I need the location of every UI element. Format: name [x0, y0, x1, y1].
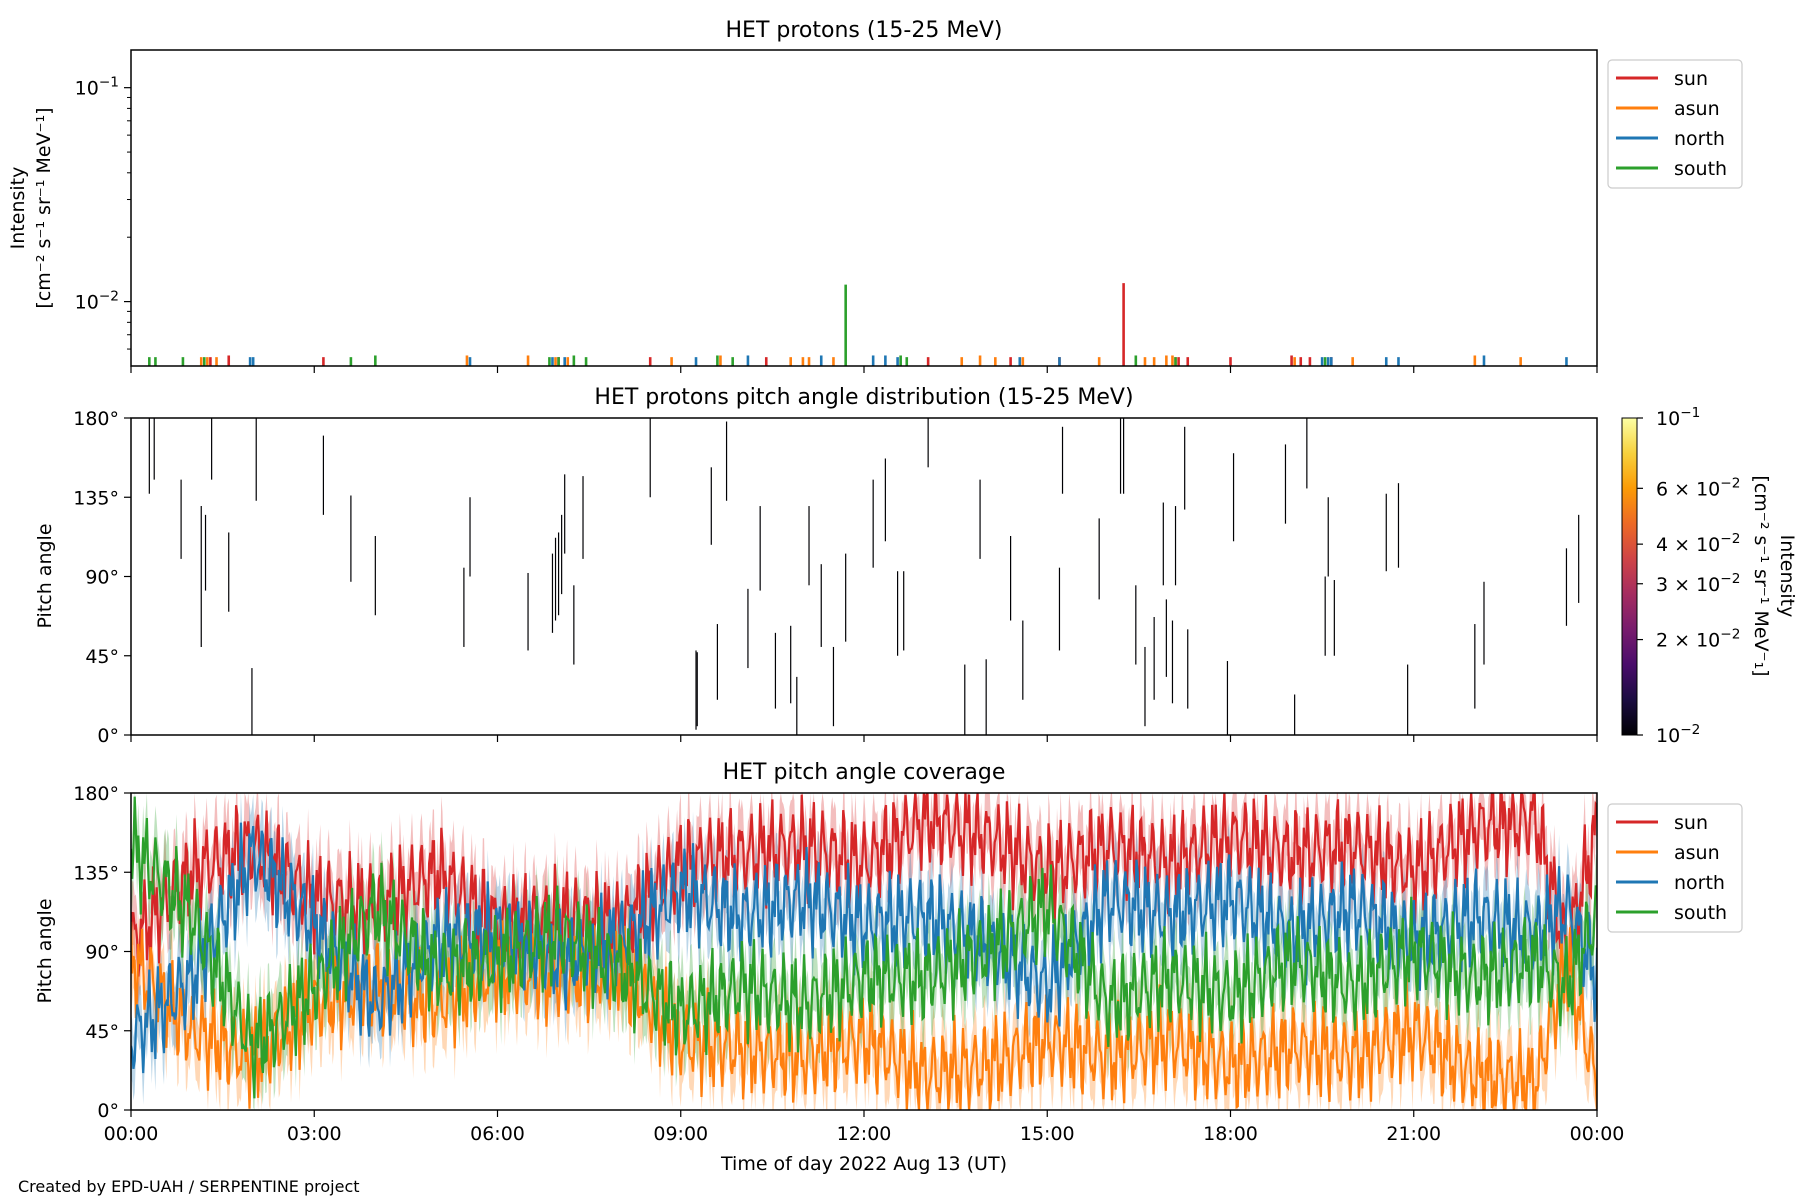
colorbar-tick-label: 6 × 10−2 — [1656, 475, 1740, 500]
x-tick-label: 09:00 — [653, 1123, 708, 1145]
legend-label-asun: asun — [1674, 842, 1720, 864]
colorbar-label-unit: [cm⁻² s⁻¹ sr⁻¹ MeV⁻₁] — [1750, 475, 1772, 676]
legend-label-asun: asun — [1674, 98, 1720, 120]
y-tick-label: 0° — [97, 1100, 119, 1122]
line-north — [131, 822, 1597, 1074]
colorbar-tick-label-exponent: −2 — [1720, 475, 1740, 491]
y-tick-label: 45° — [85, 646, 119, 668]
panel-intensity-series — [148, 283, 1568, 366]
colorbar-tick-label-exponent: −1 — [1680, 405, 1700, 421]
y-tick-label-base: 10 — [75, 292, 99, 314]
colorbar-tick-label-base: 10 — [1656, 725, 1680, 747]
y-tick-label: 180° — [73, 783, 119, 805]
y-tick-label: 0° — [97, 725, 119, 747]
colorbar-tick-label-base: 10 — [1656, 408, 1680, 430]
y-tick-label: 90° — [85, 942, 119, 964]
x-tick-label: 06:00 — [470, 1123, 525, 1145]
colorbar-tick-label: 2 × 10−2 — [1656, 627, 1740, 652]
legend-label-north: north — [1674, 128, 1725, 150]
y-tick-label-base: 10 — [75, 78, 99, 100]
colorbar-gradient — [1621, 417, 1638, 736]
legend-label-sun: sun — [1674, 812, 1708, 834]
panel-intensity-y-label: Intensity [cm⁻² s⁻¹ sr⁻¹ MeV⁻¹] — [7, 107, 55, 308]
panel-coverage: HET pitch angle coverage 0° 45° 90° 135° 180… — [34, 760, 1743, 1175]
colorbar: 10−16 × 10−24 × 10−23 × 10−22 × 10−210−2… — [1621, 405, 1798, 747]
y-tick-label: 135° — [73, 862, 119, 884]
y-tick-label: 90° — [85, 567, 119, 589]
y-tick-label: 135° — [73, 487, 119, 509]
panel-distribution-segments — [148, 418, 1580, 735]
panel-coverage-series — [131, 793, 1597, 1110]
panel-distribution-y-label: Pitch angle — [34, 523, 56, 628]
panel-coverage-ticks: 0° 45° 90° 135° 180° — [73, 783, 1598, 1122]
colorbar-tick-label: 3 × 10−2 — [1656, 571, 1740, 596]
line-asun — [131, 920, 1597, 1110]
colorbar-label: Intensity [cm⁻² s⁻¹ sr⁻¹ MeV⁻₁] — [1750, 475, 1798, 676]
colorbar-tick-label-exponent: −2 — [1720, 571, 1740, 587]
colorbar-tick-label-exponent: −2 — [1680, 722, 1700, 738]
colorbar-tick-label: 4 × 10−2 — [1656, 531, 1740, 556]
colorbar-tick-label-mantissa: 2 × — [1656, 630, 1696, 652]
line-south — [131, 796, 1597, 1099]
panel-coverage-title: HET pitch angle coverage — [723, 760, 1006, 785]
panel-distribution-frame — [130, 417, 1598, 736]
colorbar-tick-label-exponent: −2 — [1720, 627, 1740, 643]
colorbar-ticks: 10−16 × 10−24 × 10−23 × 10−22 × 10−210−2 — [1637, 405, 1740, 747]
y-tick-label: 180° — [73, 408, 119, 430]
colorbar-label-title: Intensity — [1776, 535, 1798, 618]
x-tick-label: 03:00 — [287, 1123, 342, 1145]
colorbar-tick-label-mantissa: 4 × — [1656, 534, 1696, 556]
credit-footer: Created by EPD-UAH / SERPENTINE project — [18, 1177, 360, 1196]
panel-intensity-y-label-line1: Intensity — [7, 167, 29, 250]
colorbar-tick-label-base: 10 — [1696, 534, 1720, 556]
panel-intensity-legend: sun asun north south — [1607, 59, 1743, 189]
panel-intensity-frame — [130, 49, 1598, 367]
y-tick-label-exponent: −2 — [99, 289, 119, 305]
y-tick-label: 10−2 — [75, 289, 119, 314]
colorbar-tick-label-base: 10 — [1696, 630, 1720, 652]
y-tick-label: 45° — [85, 1021, 119, 1043]
x-tick-label: 21:00 — [1386, 1123, 1441, 1145]
legend-label-south: south — [1674, 902, 1727, 924]
x-tick-label: 12:00 — [837, 1123, 892, 1145]
colorbar-tick-label-exponent: −2 — [1720, 531, 1740, 547]
y-tick-label: 10−1 — [75, 75, 119, 100]
x-tick-label: 15:00 — [1020, 1123, 1075, 1145]
colorbar-tick-label-base: 10 — [1696, 478, 1720, 500]
panel-intensity-y-label-line2: [cm⁻² s⁻¹ sr⁻¹ MeV⁻¹] — [33, 107, 55, 308]
x-tick-label: 18:00 — [1203, 1123, 1258, 1145]
panel-intensity: HET protons (15-25 MeV) 10−110−2 Intensi… — [7, 18, 1743, 373]
x-axis-label: Time of day 2022 Aug 13 (UT) — [720, 1153, 1007, 1175]
panel-distribution-title: HET protons pitch angle distribution (15… — [594, 385, 1133, 410]
legend-box — [1607, 59, 1743, 189]
colorbar-tick-label-mantissa: 6 × — [1656, 478, 1696, 500]
x-tick-label: 00:00 — [104, 1123, 159, 1145]
colorbar-tick-label-mantissa: 3 × — [1656, 574, 1696, 596]
colorbar-tick-label: 10−2 — [1656, 722, 1700, 747]
colorbar-tick-label-base: 10 — [1696, 574, 1720, 596]
panel-intensity-ticks: 10−110−2 — [75, 75, 1598, 373]
panel-coverage-y-label: Pitch angle — [34, 898, 56, 1003]
panel-distribution: HET protons pitch angle distribution (15… — [34, 385, 1798, 747]
x-tick-label: 00:00 — [1570, 1123, 1625, 1145]
y-tick-label-exponent: −1 — [99, 75, 119, 91]
legend-box — [1607, 803, 1743, 933]
legend-label-north: north — [1674, 872, 1725, 894]
panel-coverage-frame — [130, 792, 1598, 1111]
panel-distribution-ticks: 0° 45° 90° 135° 180° — [73, 408, 1598, 747]
legend-label-sun: sun — [1674, 68, 1708, 90]
x-axis-tick-labels: 00:00 03:00 06:00 09:00 12:00 15:00 18:00 21:00… — [104, 1123, 1625, 1145]
panel-intensity-title: HET protons (15-25 MeV) — [726, 18, 1003, 43]
legend-label-south: south — [1674, 158, 1727, 180]
colorbar-tick-label: 10−1 — [1656, 405, 1700, 430]
panel-coverage-legend: sun asun north south — [1607, 803, 1743, 933]
